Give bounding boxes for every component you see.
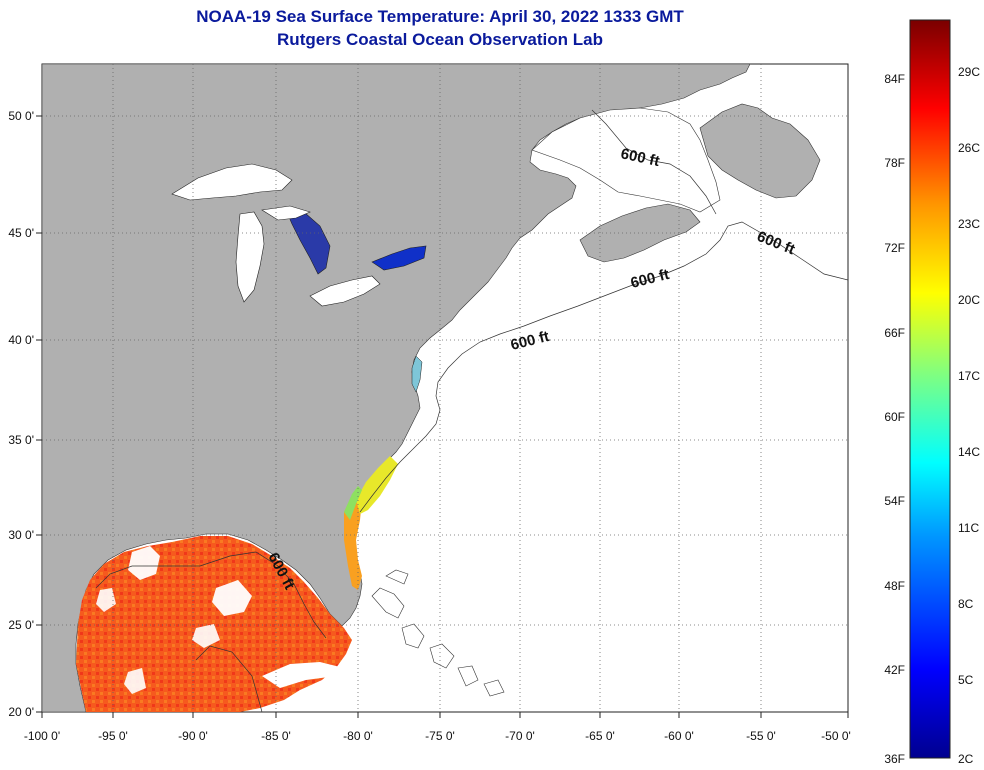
land-north-america [42, 64, 751, 712]
colorbar-c-label: 5C [958, 673, 974, 687]
colorbar-f-label: 36F [884, 752, 905, 766]
sst-data [76, 456, 398, 712]
colorbar-f-label: 66F [884, 326, 905, 340]
lat-label: 40 0' [8, 333, 34, 347]
cloud-gap-2 [212, 580, 252, 616]
lat-label: 20 0' [8, 705, 34, 719]
colorbar-f-label: 84F [884, 72, 905, 86]
chesapeake-bay [411, 355, 423, 393]
lake-michigan [235, 211, 265, 303]
cloud-gap-5 [124, 668, 146, 694]
lat-label: 25 0' [8, 618, 34, 632]
colorbar-c-label: 14C [958, 445, 980, 459]
frame-ticks [36, 115, 849, 718]
sst-gulf-stream-edge [344, 486, 362, 520]
colorbar-f-label: 72F [884, 241, 905, 255]
colorbar-c-label: 11C [958, 521, 979, 535]
lon-label: -50 0' [821, 729, 851, 743]
gulf-st-lawrence [531, 107, 721, 213]
lon-label: -60 0' [664, 729, 694, 743]
temperature-colorbar [909, 19, 951, 759]
colorbar-f-label: 54F [884, 494, 905, 508]
colorbar-f-label: 48F [884, 579, 905, 593]
lake-huron [285, 209, 331, 275]
lon-label: -70 0' [505, 729, 535, 743]
map-subtitle: Rutgers Coastal Ocean Observation Lab [277, 30, 603, 49]
colorbar-c-label: 23C [958, 217, 980, 231]
colorbar-fahrenheit-labels: 36F 42F 48F 54F 60F 66F 72F 78F 84F [884, 72, 905, 766]
lat-label: 45 0' [8, 226, 34, 240]
lon-label: -85 0' [261, 729, 291, 743]
land-newfoundland [699, 103, 821, 199]
colorbar-c-label: 17C [958, 369, 980, 383]
colorbar-c-label: 20C [958, 293, 980, 307]
lon-label: -55 0' [746, 729, 776, 743]
lon-label: -65 0' [585, 729, 615, 743]
colorbar-f-label: 60F [884, 410, 905, 424]
lat-label: 30 0' [8, 528, 34, 542]
lake-huron-west [261, 205, 311, 221]
colorbar-c-label: 26C [958, 141, 980, 155]
colorbar-f-label: 78F [884, 156, 905, 170]
colorbar-celsius-labels: 2C 5C 8C 11C 14C 17C 20C 23C 26C 29C [958, 65, 980, 766]
cuba-gap [262, 662, 344, 688]
lat-label: 50 0' [8, 109, 34, 123]
lon-label: -75 0' [425, 729, 455, 743]
map-title: NOAA-19 Sea Surface Temperature: April 3… [196, 7, 684, 26]
cloud-gap-4 [192, 624, 220, 648]
lake-superior [171, 163, 293, 201]
land-nova-scotia [579, 203, 701, 263]
lon-label: -80 0' [343, 729, 373, 743]
colorbar-c-label: 8C [958, 597, 974, 611]
cloud-gap-1 [128, 546, 160, 580]
lon-label: -95 0' [98, 729, 128, 743]
lake-erie [309, 275, 381, 307]
colorbar-c-label: 2C [958, 752, 974, 766]
lat-label: 35 0' [8, 433, 34, 447]
colorbar-f-label: 42F [884, 663, 905, 677]
sst-carolina-coast [356, 456, 398, 514]
colorbar-c-label: 29C [958, 65, 980, 79]
lake-ontario [371, 245, 427, 271]
graticule [42, 64, 848, 712]
cloud-gap-3 [96, 588, 116, 612]
lon-label: -100 0' [24, 729, 60, 743]
lon-label: -90 0' [178, 729, 208, 743]
